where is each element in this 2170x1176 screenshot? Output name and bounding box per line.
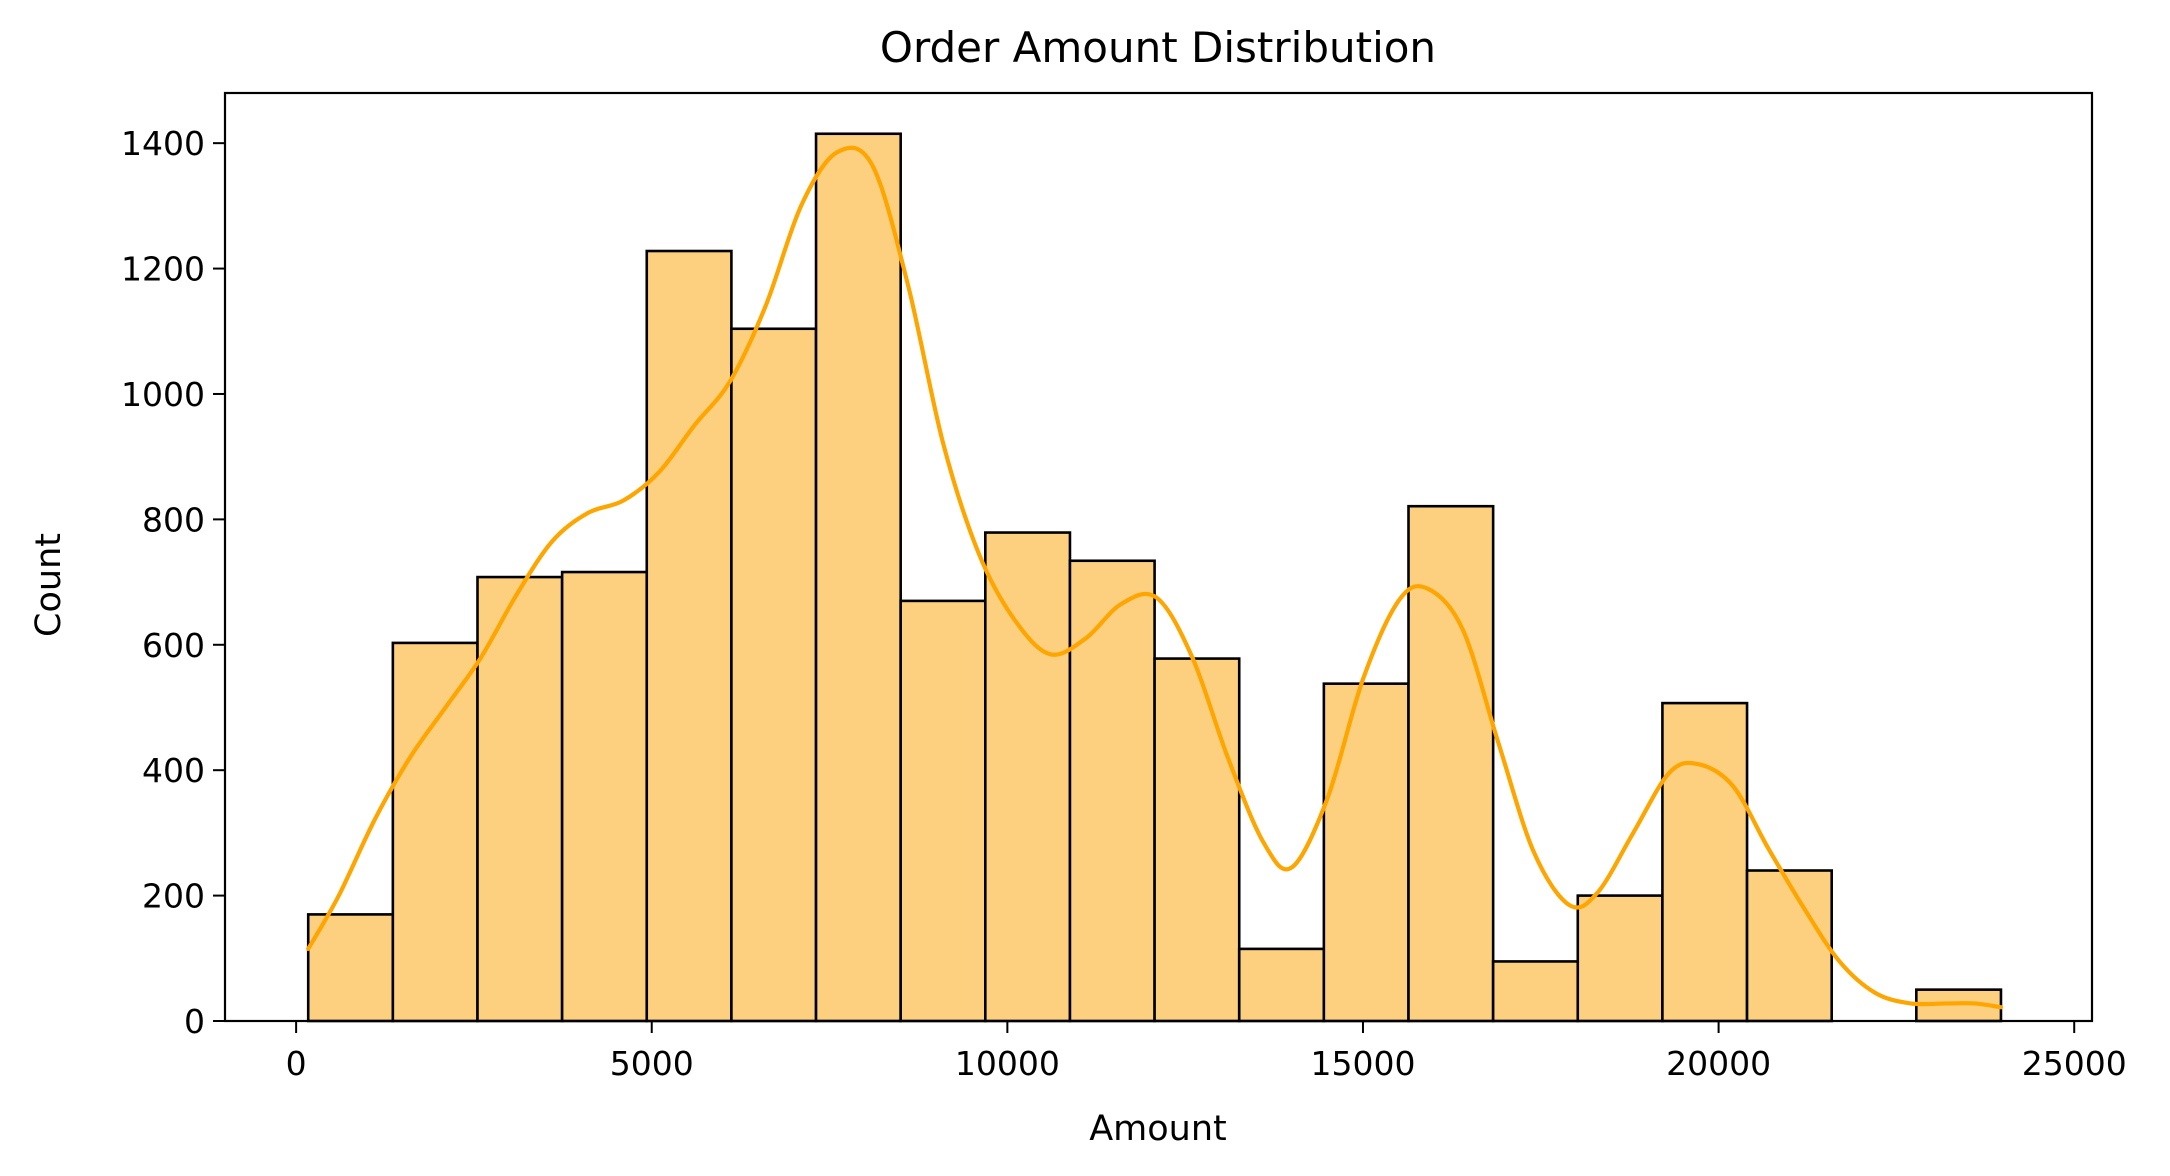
x-axis-ticks: 0 5000 10000 15000 20000 25000 <box>286 1021 2127 1083</box>
histogram-bar <box>730 327 818 1023</box>
histogram-bar <box>1068 559 1156 1023</box>
y-tick-label: 1200 <box>121 250 205 289</box>
y-axis-ticks: 0 200 400 600 800 1000 1200 1400 <box>121 124 225 1041</box>
histogram-bar <box>899 599 987 1023</box>
histogram-bar <box>1407 504 1495 1023</box>
histogram-bar <box>1576 894 1664 1023</box>
x-tick-label: 20000 <box>1666 1044 1771 1083</box>
y-tick-label: 1000 <box>121 375 205 414</box>
y-tick-label: 0 <box>184 1002 205 1041</box>
chart-title: Order Amount Distribution <box>880 23 1436 72</box>
histogram-bar <box>1491 960 1580 1023</box>
histogram-bar <box>306 913 395 1023</box>
kde-line <box>306 145 2004 1010</box>
bars-layer <box>306 132 2003 1023</box>
y-axis-title: Count <box>29 533 69 637</box>
histogram-bar <box>560 570 649 1023</box>
kde-layer <box>306 145 2004 1010</box>
histogram-bar <box>1153 657 1241 1023</box>
histogram-bar <box>645 249 733 1023</box>
x-axis-title: Amount <box>1089 1109 1227 1149</box>
x-tick-label: 10000 <box>955 1044 1060 1083</box>
histogram-bar <box>814 132 902 1023</box>
y-tick-label: 800 <box>142 500 205 539</box>
histogram-bar <box>1745 869 1833 1023</box>
histogram-bar <box>984 531 1072 1023</box>
histogram-bar <box>391 641 479 1023</box>
y-tick-label: 600 <box>142 626 205 665</box>
histogram-bar <box>1661 701 1749 1023</box>
x-tick-label: 5000 <box>610 1044 694 1083</box>
x-tick-label: 15000 <box>1310 1044 1415 1083</box>
histogram-bar <box>1237 947 1326 1023</box>
histogram-bar <box>476 575 564 1023</box>
histogram-bar <box>1322 682 1410 1023</box>
y-tick-label: 400 <box>142 751 205 790</box>
y-tick-label: 200 <box>142 877 205 916</box>
x-tick-label: 0 <box>286 1044 307 1083</box>
plot-frame <box>223 91 2094 1023</box>
x-tick-label: 25000 <box>2022 1044 2127 1083</box>
y-tick-label: 1400 <box>121 124 205 163</box>
